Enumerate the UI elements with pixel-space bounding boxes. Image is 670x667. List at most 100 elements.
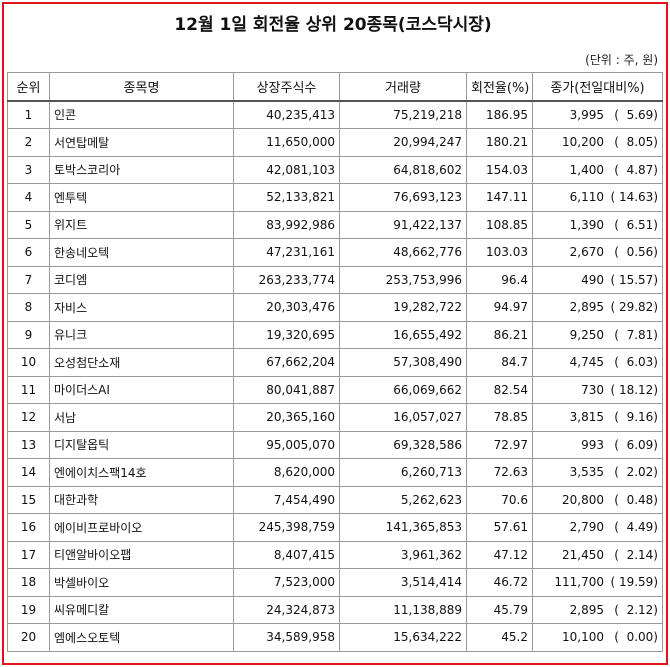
table-row: 20 엠에스오토텍 34,589,958 15,634,222 45.2 10,100 ( … (7, 623, 663, 652)
close-price-cell: 2,895 ( 29.82) (532, 293, 663, 322)
close-price: 111,700 (554, 575, 604, 590)
change-percent: ( 2.12) (614, 602, 658, 617)
close-price: 10,100 (562, 630, 604, 645)
stock-name-cell: 자비스 (49, 293, 234, 322)
rank-cell: 19 (7, 595, 50, 624)
table-row: 9 유니크 19,320,695 16,655,492 86.21 9,250 ( 7.81… (7, 320, 663, 349)
stock-name-cell: 엠에스오토텍 (49, 623, 234, 652)
listed-shares-cell: 19,320,695 (233, 320, 340, 349)
close-price-cell: 3,815 ( 9.16) (532, 403, 663, 432)
close-price: 2,670 (569, 245, 604, 260)
turnover-cell: 45.79 (466, 595, 533, 624)
change-percent: ( 29.82) (610, 300, 658, 315)
stock-name-cell: 박셀바이오 (49, 568, 234, 597)
table-header-row: 순위 종목명 상장주식수 거래량 회전율(%) 종가(전일대비%) (7, 72, 663, 102)
close-price: 490 (581, 272, 604, 287)
turnover-cell: 180.21 (466, 128, 533, 157)
listed-shares-cell: 8,620,000 (233, 458, 340, 487)
close-price: 3,815 (569, 410, 604, 425)
column-header-rank: 순위 (7, 72, 50, 102)
stock-name-cell: 마이더스AI (49, 375, 234, 404)
volume-cell: 64,818,602 (339, 155, 467, 184)
volume-cell: 75,219,218 (339, 100, 467, 129)
rank-cell: 9 (7, 320, 50, 349)
close-price-cell: 1,400 ( 4.87) (532, 155, 663, 184)
close-price: 20,800 (562, 492, 604, 507)
change-percent: ( 18.12) (610, 382, 658, 397)
close-price-cell: 10,200 ( 8.05) (532, 128, 663, 157)
column-header-volume: 거래량 (339, 72, 467, 102)
stock-name-cell: 인콘 (49, 100, 234, 129)
turnover-cell: 147.11 (466, 183, 533, 212)
close-price-cell: 9,250 ( 7.81) (532, 320, 663, 349)
rank-cell: 2 (7, 128, 50, 157)
table-row: 5 위지트 83,992,986 91,422,137 108.85 1,390 ( 6.5… (7, 210, 663, 239)
volume-cell: 15,634,222 (339, 623, 467, 652)
rank-cell: 11 (7, 375, 50, 404)
volume-cell: 16,655,492 (339, 320, 467, 349)
listed-shares-cell: 52,133,821 (233, 183, 340, 212)
change-percent: ( 8.05) (614, 135, 658, 150)
stock-name-cell: 코디엠 (49, 265, 234, 294)
close-price: 993 (581, 437, 604, 452)
change-percent: ( 4.87) (614, 162, 658, 177)
close-price-cell: 3,535 ( 2.02) (532, 458, 663, 487)
change-percent: ( 6.09) (614, 437, 658, 452)
listed-shares-cell: 47,231,161 (233, 238, 340, 267)
column-header-listed-shares: 상장주식수 (233, 72, 340, 102)
change-percent: ( 2.02) (614, 465, 658, 480)
stock-name-cell: 오성첨단소재 (49, 348, 234, 377)
change-percent: ( 9.16) (614, 410, 658, 425)
rank-cell: 15 (7, 485, 50, 514)
page-title: 12월 1일 회전율 상위 20종목(코스닥시장) (174, 15, 492, 35)
rank-cell: 12 (7, 403, 50, 432)
stock-name-cell: 한송네오텍 (49, 238, 234, 267)
close-price-cell: 1,390 ( 6.51) (532, 210, 663, 239)
close-price: 1,400 (569, 162, 604, 177)
column-header-close-price: 종가(전일대비%) (532, 72, 663, 102)
close-price-cell: 490 ( 15.57) (532, 265, 663, 294)
change-percent: ( 19.59) (610, 575, 658, 590)
rank-cell: 7 (7, 265, 50, 294)
rank-cell: 8 (7, 293, 50, 322)
volume-cell: 16,057,027 (339, 403, 467, 432)
turnover-cell: 94.97 (466, 293, 533, 322)
volume-cell: 66,069,662 (339, 375, 467, 404)
close-price: 730 (581, 382, 604, 397)
table-row: 8 자비스 20,303,476 19,282,722 94.97 2,895 ( 29.8… (7, 293, 663, 322)
listed-shares-cell: 11,650,000 (233, 128, 340, 157)
stock-name-cell: 서남 (49, 403, 234, 432)
listed-shares-cell: 20,303,476 (233, 293, 340, 322)
turnover-cell: 86.21 (466, 320, 533, 349)
volume-cell: 91,422,137 (339, 210, 467, 239)
turnover-cell: 70.6 (466, 485, 533, 514)
change-percent: ( 14.63) (610, 190, 658, 205)
table-row: 1 인콘 40,235,413 75,219,218 186.95 3,995 ( 5.69… (7, 100, 663, 129)
listed-shares-cell: 67,662,204 (233, 348, 340, 377)
close-price: 21,450 (562, 547, 604, 562)
close-price-cell: 3,995 ( 5.69) (532, 100, 663, 129)
column-header-name: 종목명 (49, 72, 234, 102)
rank-cell: 17 (7, 540, 50, 569)
close-price: 10,200 (562, 135, 604, 150)
turnover-cell: 96.4 (466, 265, 533, 294)
turnover-cell: 57.61 (466, 513, 533, 542)
stock-name-cell: 토박스코리아 (49, 155, 234, 184)
table-row: 12 서남 20,365,160 16,057,027 78.85 3,815 ( 9.16… (7, 403, 663, 432)
turnover-cell: 47.12 (466, 540, 533, 569)
table-row: 13 디지탈옵틱 95,005,070 69,328,586 72.97 993 ( 6.0… (7, 430, 663, 459)
turnover-cell: 84.7 (466, 348, 533, 377)
volume-cell: 76,693,123 (339, 183, 467, 212)
change-percent: ( 15.57) (610, 272, 658, 287)
change-percent: ( 6.03) (614, 355, 658, 370)
stock-name-cell: 유니크 (49, 320, 234, 349)
turnover-cell: 78.85 (466, 403, 533, 432)
volume-cell: 57,308,490 (339, 348, 467, 377)
close-price-cell: 2,790 ( 4.49) (532, 513, 663, 542)
turnover-cell: 72.63 (466, 458, 533, 487)
table-row: 3 토박스코리아 42,081,103 64,818,602 154.03 1,400 ( … (7, 155, 663, 184)
rank-cell: 4 (7, 183, 50, 212)
close-price-cell: 6,110 ( 14.63) (532, 183, 663, 212)
close-price-cell: 993 ( 6.09) (532, 430, 663, 459)
